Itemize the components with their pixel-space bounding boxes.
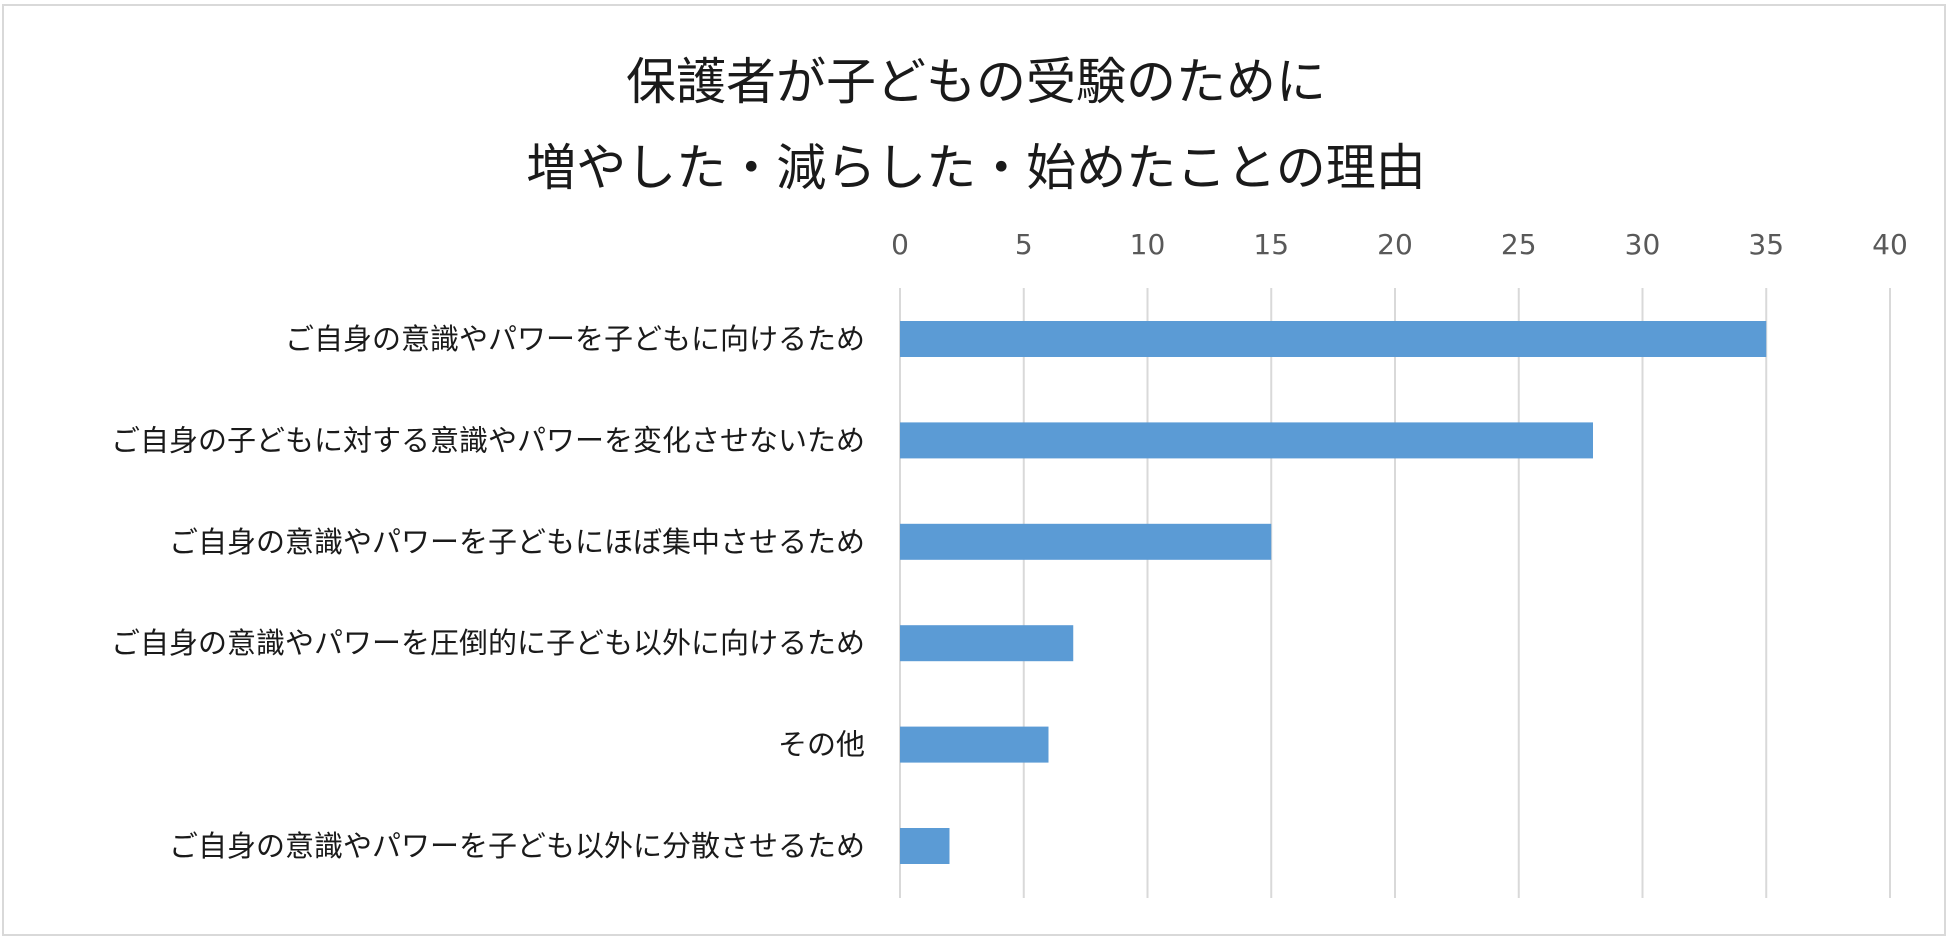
bar-5 [900, 726, 1049, 763]
category-label-1: ご自身の意識やパワーを子どもに向けるため [285, 322, 865, 356]
x-tick-label-10: 10 [1130, 228, 1166, 261]
chart-frame: 保護者が子どもの受験のために 増やした・減らした・始めたことの理由 [2, 4, 1946, 936]
category-label-4: ご自身の意識やパワーを圧倒的に子ども以外に向けるため [111, 626, 865, 660]
chart-title-line-1: 保護者が子どもの受験のために [626, 53, 1326, 111]
category-label-2: ご自身の子どもに対する意識やパワーを変化させないため [111, 423, 865, 457]
bar-6 [900, 828, 950, 864]
x-tick-label-40: 40 [1872, 228, 1908, 261]
category-label-3: ご自身の意識やパワーを子どもにほぼ集中させるため [169, 525, 865, 559]
category-label-6: ご自身の意識やパワーを子ども以外に分散させるため [169, 829, 865, 863]
x-tick-label-0: 0 [891, 228, 909, 261]
x-tick-label-15: 15 [1253, 228, 1289, 261]
x-tick-label-25: 25 [1501, 228, 1537, 261]
bar-1 [900, 321, 1767, 357]
bar-3 [900, 523, 1272, 560]
x-tick-label-20: 20 [1377, 228, 1413, 261]
x-tick-label-5: 5 [1015, 228, 1033, 261]
x-tick-label-30: 30 [1625, 228, 1661, 261]
chart-title-line-2: 増やした・減らした・始めたことの理由 [526, 139, 1426, 197]
bar-2 [900, 422, 1593, 459]
category-label-5: その他 [778, 728, 865, 762]
bar-4 [900, 625, 1074, 662]
x-tick-label-35: 35 [1748, 228, 1784, 261]
